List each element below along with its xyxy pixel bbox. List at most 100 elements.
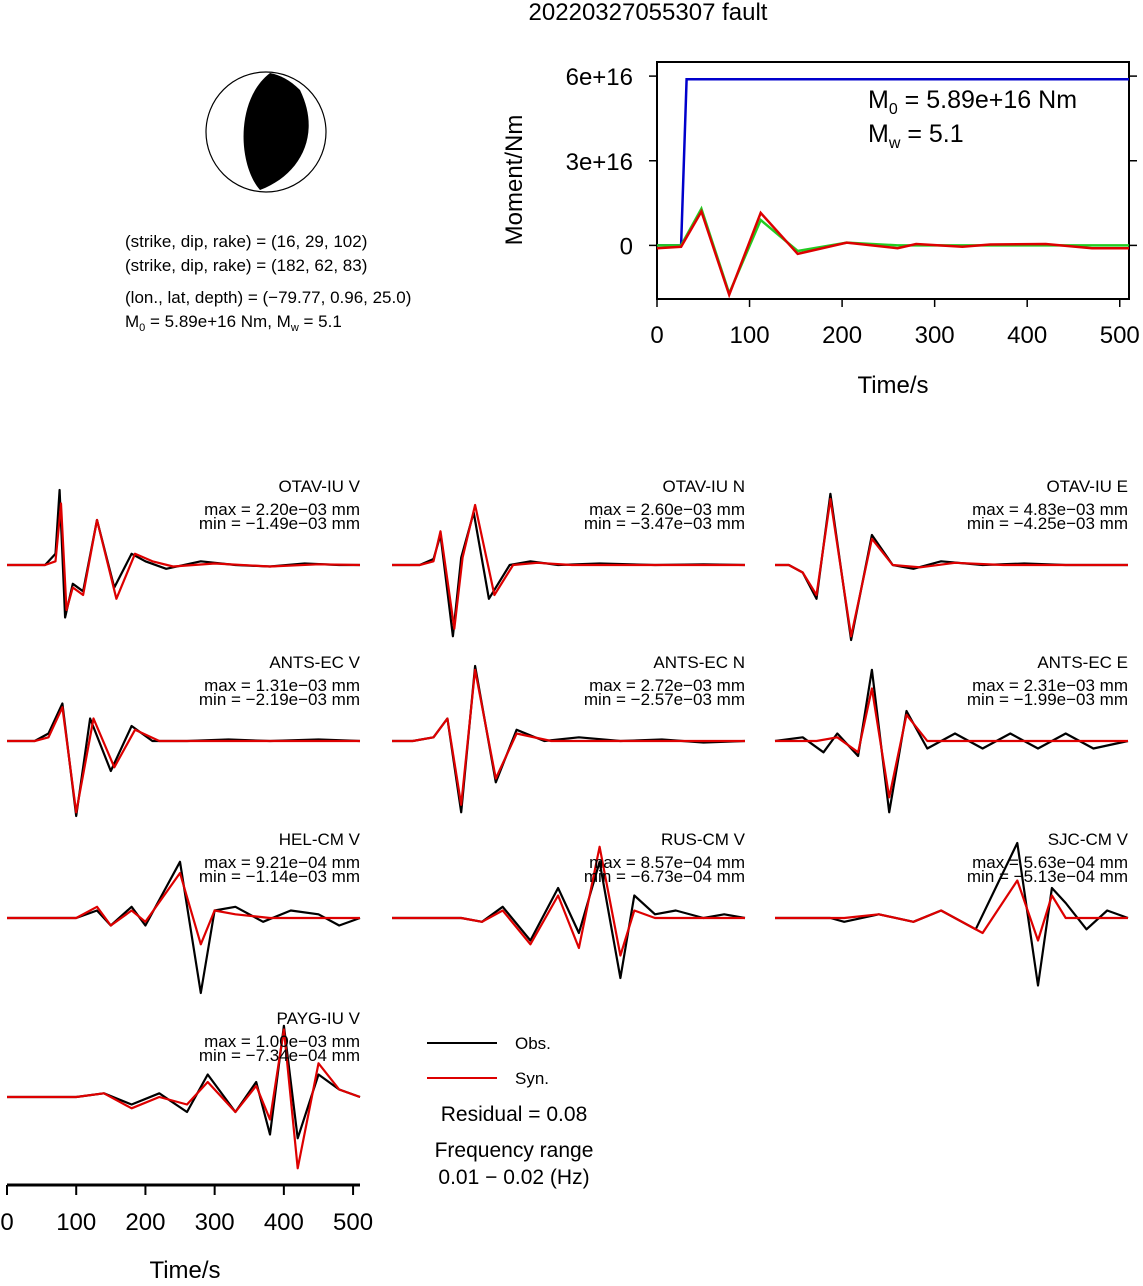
trace-max-label: max = 9.21e−04 mm	[204, 853, 360, 872]
synthetic-trace	[392, 668, 745, 806]
trace-station-label: ANTS-EC N	[653, 653, 745, 672]
synthetic-trace	[7, 502, 361, 612]
moment-xtick-label-3: 300	[915, 322, 955, 349]
synthetic-trace	[775, 687, 1128, 799]
moment-series-line-1	[657, 205, 1129, 297]
moment-xtick-label-1: 100	[730, 322, 770, 349]
moment-xtick-label-2: 200	[822, 322, 862, 349]
trace-station-label: PAYG-IU V	[277, 1009, 361, 1028]
trace-min-label: min = −5.13e−04 mm	[967, 867, 1128, 886]
moment-summary: M0 = 5.89e+16 Nm, Mw = 5.1	[125, 312, 342, 334]
waveform-xtick-label-5: 500	[333, 1209, 373, 1236]
trace-min-label: min = −3.47e−03 mm	[584, 514, 745, 533]
moment-mw-prefix: M	[868, 120, 889, 148]
synthetic-trace	[392, 845, 745, 957]
moment-m0-sub: 0	[889, 101, 898, 118]
focal-mechanism-beachball	[205, 71, 327, 193]
trace-station-label: SJC-CM V	[1048, 830, 1129, 849]
waveform-xtick-label-4: 400	[264, 1209, 304, 1236]
frequency-range-label: Frequency range	[435, 1139, 594, 1162]
trace-max-label: max = 1.31e−03 mm	[204, 676, 360, 695]
moment-mw-annotation: Mw = 5.1	[868, 120, 964, 152]
mechanism-info: (strike, dip, rake) = (16, 29, 102) (str…	[125, 232, 411, 334]
trace-min-label: min = −2.19e−03 mm	[199, 690, 360, 709]
observed-trace	[7, 702, 361, 818]
trace-station-label: ANTS-EC V	[269, 653, 360, 672]
trace-station-label: HEL-CM V	[279, 830, 361, 849]
moment-summary-m: M	[125, 312, 139, 331]
legend-obs-label: Obs.	[515, 1034, 551, 1053]
waveform-xtick-label-2: 200	[125, 1209, 165, 1236]
moment-mw-value: = 5.1	[900, 120, 963, 148]
synthetic-trace	[7, 1028, 361, 1170]
trace-min-label: min = −1.14e−03 mm	[199, 867, 360, 886]
frequency-range-value: 0.01 − 0.02 (Hz)	[438, 1166, 589, 1189]
moment-m0-prefix: M	[868, 86, 889, 114]
moment-axis-ticks: 0 100 200 300 400 500 0 3e+16 6e+16	[566, 64, 1140, 349]
moment-plot-frame	[656, 61, 1130, 300]
moment-mw-sub: w	[888, 135, 901, 152]
trace-station-label: OTAV-IU E	[1046, 477, 1128, 496]
moment-m0-annotation: M0 = 5.89e+16 Nm	[868, 86, 1077, 118]
moment-summary-mw-sub: w	[290, 322, 299, 334]
trace-max-label: max = 5.63e−04 mm	[972, 853, 1128, 872]
synthetic-trace	[7, 706, 360, 814]
observed-trace	[775, 841, 1129, 987]
trace-min-label: min = −7.34e−04 mm	[199, 1046, 360, 1065]
trace-max-label: max = 2.60e−03 mm	[589, 500, 745, 519]
moment-xlabel: Time/s	[857, 372, 928, 399]
moment-xtick-label-4: 400	[1007, 322, 1047, 349]
trace-min-label: min = −6.73e−04 mm	[584, 867, 745, 886]
synthetic-trace	[7, 871, 360, 946]
moment-m0-value: = 5.89e+16 Nm	[898, 86, 1077, 114]
trace-station-label: RUS-CM V	[661, 830, 746, 849]
waveform-xtick-label-0: 0	[0, 1209, 13, 1236]
trace-max-label: max = 4.83e−03 mm	[972, 500, 1128, 519]
trace-max-label: max = 8.57e−04 mm	[589, 853, 745, 872]
moment-function-panel: 0 100 200 300 400 500 0 3e+16 6e+16 Moment/Nm Ti…	[501, 61, 1140, 399]
trace-max-label: max = 1.00e−03 mm	[204, 1032, 360, 1051]
beachball-compressional-quadrant	[243, 73, 309, 190]
waveform-xlabel: Time/s	[149, 1257, 220, 1281]
hypocenter-location: (lon., lat, depth) = (−79.77, 0.96, 25.0…	[125, 288, 411, 307]
moment-series	[656, 77, 1129, 299]
moment-ylabel: Moment/Nm	[501, 115, 528, 246]
moment-summary-mid: = 5.89e+16 Nm, M	[145, 312, 291, 331]
trace-max-label: max = 2.31e−03 mm	[972, 676, 1128, 695]
trace-min-label: min = −2.57e−03 mm	[584, 690, 745, 709]
moment-series-line-2	[656, 208, 1129, 299]
waveform-time-axis: Time/s 0 100 200 300 400 500	[0, 1183, 373, 1284]
synthetic-trace	[775, 879, 1128, 942]
trace-min-label: min = −1.49e−03 mm	[199, 514, 360, 533]
moment-summary-m0-sub: 0	[139, 322, 145, 334]
trace-max-label: max = 2.20e−03 mm	[204, 500, 360, 519]
legend-syn-label: Syn.	[515, 1069, 549, 1088]
trace-station-label: OTAV-IU N	[663, 477, 746, 496]
moment-xtick-label-0: 0	[650, 322, 663, 349]
moment-ytick-label-2: 6e+16	[566, 64, 633, 91]
trace-min-label: min = −4.25e−03 mm	[967, 514, 1128, 533]
moment-xtick-label-5: 500	[1100, 322, 1140, 349]
observed-trace	[7, 860, 361, 995]
synthetic-trace	[392, 503, 745, 630]
moment-summary-tail: = 5.1	[299, 312, 342, 331]
nodal-plane-1: (strike, dip, rake) = (16, 29, 102)	[125, 232, 367, 251]
waveform-xtick-label-3: 300	[195, 1209, 235, 1236]
synthetic-trace	[775, 497, 1128, 638]
nodal-plane-2: (strike, dip, rake) = (182, 62, 83)	[125, 256, 367, 275]
moment-ytick-label-0: 0	[620, 233, 633, 260]
waveform-xtick-label-1: 100	[56, 1209, 96, 1236]
